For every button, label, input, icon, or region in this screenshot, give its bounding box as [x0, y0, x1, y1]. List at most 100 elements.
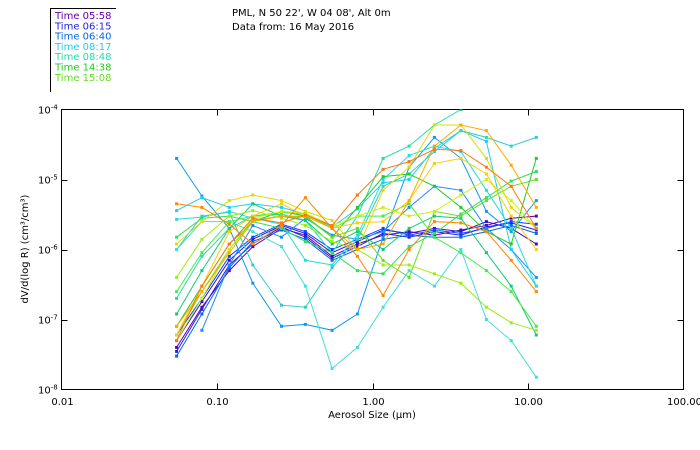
series-series-10 [175, 129, 538, 309]
data-point [280, 212, 283, 216]
data-point [200, 312, 204, 316]
data-point [407, 245, 411, 249]
data-point [303, 322, 307, 326]
data-point [381, 272, 385, 276]
y-tick-label: 10-4 [38, 104, 58, 117]
data-point [509, 258, 513, 262]
data-point [175, 312, 179, 316]
data-point [534, 156, 538, 160]
data-point [432, 147, 436, 151]
data-point [381, 220, 385, 224]
x-axis: 0.01 0.10 1.00 10.00 100.00 [51, 109, 700, 408]
legend-entry: Time 08:48 [54, 52, 111, 63]
data-point [355, 226, 359, 230]
data-point [534, 226, 538, 230]
data-point [407, 144, 411, 148]
data-point [484, 209, 488, 213]
data-point [534, 375, 538, 379]
legend-entry: Time 14:38 [54, 63, 111, 74]
data-point [509, 163, 513, 167]
data-point [251, 202, 255, 206]
data-point [459, 188, 463, 192]
data-point [303, 219, 307, 222]
plot-frame [61, 109, 684, 390]
data-point [227, 269, 231, 273]
data-point [432, 230, 436, 234]
data-point [509, 179, 513, 183]
data-point [175, 202, 179, 206]
data-point [251, 281, 255, 285]
y-axis: 10-4 10-5 10-6 10-7 10-8 [38, 104, 684, 397]
y-tick-label: 10-5 [38, 174, 58, 187]
data-point [381, 188, 385, 192]
series-line [176, 109, 462, 299]
series-series-21 [175, 156, 538, 337]
data-point [459, 212, 463, 216]
data-point [251, 209, 255, 213]
data-point [280, 245, 283, 249]
data-point [534, 214, 538, 218]
data-point [381, 226, 385, 230]
data-point [200, 251, 204, 255]
data-point [509, 339, 513, 343]
data-point [280, 199, 283, 203]
data-point [330, 254, 334, 258]
data-point [227, 199, 231, 203]
data-point [484, 129, 488, 133]
data-point [175, 345, 179, 349]
data-point [251, 242, 255, 246]
data-point [534, 222, 538, 226]
data-point [459, 214, 463, 218]
data-point [484, 220, 488, 224]
data-point [251, 216, 255, 220]
data-point [200, 254, 204, 258]
chart-title: PML, N 50 22', W 04 08', Alt 0m [232, 8, 391, 19]
data-point [432, 272, 436, 276]
data-point [509, 321, 513, 325]
data-point [534, 242, 538, 246]
series-series-24 [175, 147, 538, 343]
data-point [381, 228, 385, 232]
data-point [432, 184, 436, 188]
data-point [459, 281, 463, 285]
data-point [432, 228, 436, 232]
data-point [175, 217, 179, 221]
data-point [175, 324, 179, 328]
data-point [200, 269, 204, 273]
data-point [484, 139, 488, 143]
data-point [534, 205, 538, 209]
data-point [251, 193, 255, 197]
data-point [381, 205, 385, 209]
data-point [200, 300, 204, 304]
data-point [175, 235, 179, 239]
data-point [175, 275, 179, 279]
data-point [534, 324, 538, 328]
data-point [227, 214, 231, 218]
data-point [280, 228, 283, 232]
x-tick-label: 0.10 [206, 397, 228, 408]
chart-subtitle: Data from: 16 May 2016 [232, 22, 354, 33]
data-point [459, 251, 463, 255]
series-series-3 [175, 220, 538, 343]
data-point [303, 284, 307, 288]
series-series-6 [200, 184, 538, 332]
data-point [200, 205, 204, 209]
series-series-16 [175, 170, 538, 276]
data-point [432, 235, 436, 239]
data-point [280, 205, 283, 209]
series-series-23 [175, 196, 538, 297]
data-point [227, 251, 231, 255]
data-point [534, 333, 538, 337]
data-point [355, 214, 359, 218]
data-point [381, 178, 385, 181]
data-point [330, 251, 334, 255]
x-tick-label: 100.00 [667, 397, 700, 408]
data-point [459, 235, 463, 239]
data-point [509, 199, 513, 203]
data-point [330, 328, 334, 332]
data-point [355, 254, 359, 258]
series-layer [175, 109, 538, 379]
data-point [407, 233, 411, 237]
data-point [459, 129, 463, 133]
